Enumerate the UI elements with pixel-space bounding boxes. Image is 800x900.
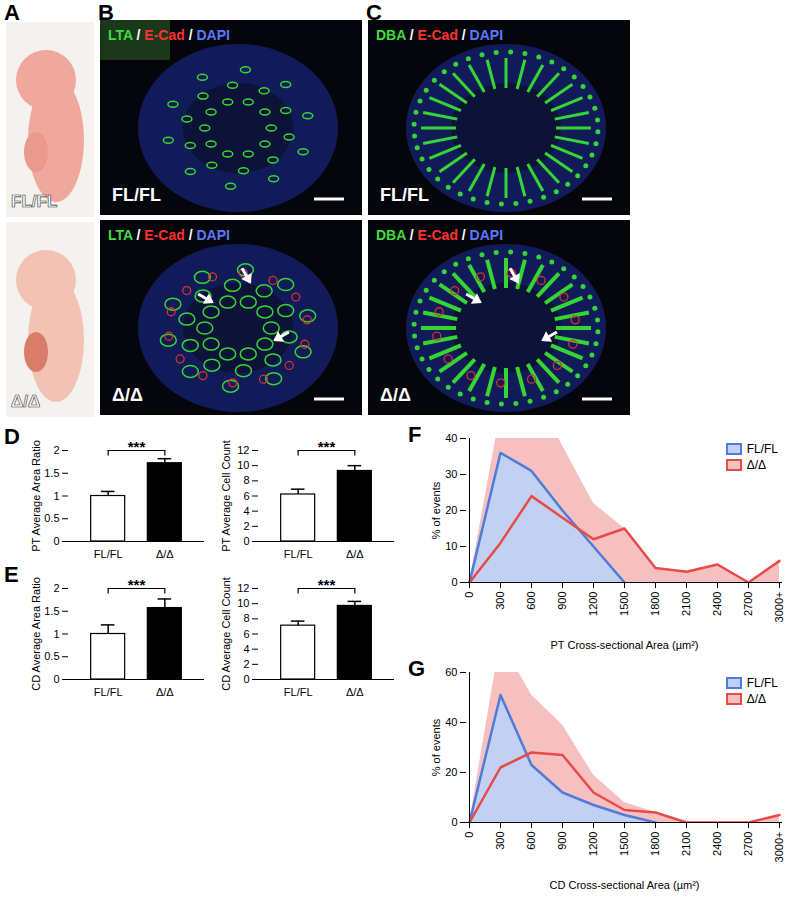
svg-text:Δ/Δ: Δ/Δ [156,686,174,698]
html-text:Δ/Δ: Δ/Δ [746,692,766,706]
svg-text:FL/FL: FL/FL [11,192,57,211]
svg-text:8: 8 [243,474,249,486]
svg-text:20: 20 [445,504,457,516]
svg-text:2100: 2100 [680,832,692,856]
html-text:FL/FL: FL/FL [746,442,778,456]
svg-text:0: 0 [53,673,59,685]
svg-text:***: *** [318,438,336,455]
svg-text:900: 900 [556,592,568,610]
svg-text:2: 2 [243,658,249,670]
svg-text:10: 10 [445,540,457,552]
svg-text:10: 10 [237,597,249,609]
svg-text:PT Cross-sectional Area (µm²): PT Cross-sectional Area (µm²) [551,639,699,651]
svg-text:Δ/Δ: Δ/Δ [346,548,364,560]
svg-text:600: 600 [525,592,537,610]
svg-text:1800: 1800 [649,832,661,856]
svg-text:4: 4 [243,505,249,517]
svg-text:2700: 2700 [742,832,754,856]
svg-text:% of events: % of events [430,718,442,776]
svg-text:1200: 1200 [587,832,599,856]
svg-text:0: 0 [243,673,249,685]
html-text:B: B [98,0,114,25]
svg-text:FL/FL: FL/FL [284,686,313,698]
svg-text:0: 0 [53,535,59,547]
svg-text:FL/FL: FL/FL [112,185,161,205]
svg-text:CD Average Area Ratio: CD Average Area Ratio [30,577,42,691]
svg-text:2100: 2100 [680,592,692,616]
svg-text:2700: 2700 [742,592,754,616]
svg-text:1500: 1500 [618,592,630,616]
svg-text:DBA / E-Cad / DAPI: DBA / E-Cad / DAPI [376,227,503,243]
svg-text:FL/FL: FL/FL [380,185,429,205]
svg-text:Δ/Δ: Δ/Δ [156,548,174,560]
svg-text:2: 2 [243,520,249,532]
svg-text:0.5: 0.5 [44,512,59,524]
html-text:A: A [4,0,20,25]
svg-text:0.5: 0.5 [44,650,59,662]
svg-text:20: 20 [445,766,457,778]
svg-text:300: 300 [494,592,506,610]
svg-text:1500: 1500 [618,832,630,856]
svg-text:FL/FL: FL/FL [284,548,313,560]
svg-text:Δ/Δ: Δ/Δ [112,385,143,405]
html-text:F: F [408,422,422,447]
svg-text:1.5: 1.5 [44,467,59,479]
svg-text:0: 0 [451,576,457,588]
svg-text:300: 300 [494,832,506,850]
svg-text:1.5: 1.5 [44,605,59,617]
svg-text:3000+: 3000+ [773,832,785,863]
svg-text:12: 12 [237,444,249,456]
svg-text:600: 600 [525,832,537,850]
svg-text:10: 10 [237,459,249,471]
svg-text:LTA / E-Cad / DAPI: LTA / E-Cad / DAPI [108,27,230,43]
svg-text:FL/FL: FL/FL [94,548,123,560]
svg-text:40: 40 [445,716,457,728]
svg-text:6: 6 [243,628,249,640]
svg-text:CD Cross-sectional Area (µm²): CD Cross-sectional Area (µm²) [550,879,700,891]
svg-text:1200: 1200 [587,592,599,616]
svg-text:DBA / E-Cad / DAPI: DBA / E-Cad / DAPI [376,27,503,43]
svg-text:900: 900 [556,832,568,850]
svg-text:8: 8 [243,612,249,624]
svg-text:Δ/Δ: Δ/Δ [346,686,364,698]
svg-text:2: 2 [53,444,59,456]
svg-text:0: 0 [243,535,249,547]
svg-text:1: 1 [53,628,59,640]
html-text:G: G [408,656,426,681]
svg-text:6: 6 [243,490,249,502]
svg-text:0: 0 [463,832,475,838]
svg-text:FL/FL: FL/FL [94,686,123,698]
svg-text:60: 60 [445,666,457,678]
svg-text:2: 2 [53,582,59,594]
html-text:FL/FL: FL/FL [746,676,778,690]
svg-text:Δ/Δ: Δ/Δ [11,392,40,411]
svg-text:12: 12 [237,582,249,594]
svg-text:PT Average Cell Count: PT Average Cell Count [220,440,232,552]
html-text:C: C [366,0,382,25]
html-text:E: E [4,562,19,587]
svg-text:LTA / E-Cad / DAPI: LTA / E-Cad / DAPI [108,227,230,243]
html-text:Δ/Δ: Δ/Δ [746,458,766,472]
svg-text:CD Average Cell Count: CD Average Cell Count [220,577,232,691]
svg-text:0: 0 [451,816,457,828]
svg-text:2400: 2400 [711,832,723,856]
svg-text:% of events: % of events [430,481,442,539]
svg-text:0: 0 [463,592,475,598]
svg-text:***: *** [128,576,146,593]
html-text:D: D [4,424,20,449]
svg-text:***: *** [128,438,146,455]
svg-text:1800: 1800 [649,592,661,616]
svg-text:4: 4 [243,643,249,655]
svg-text:40: 40 [445,432,457,444]
svg-text:2400: 2400 [711,592,723,616]
svg-text:30: 30 [445,468,457,480]
svg-text:3000+: 3000+ [773,592,785,623]
svg-text:1: 1 [53,490,59,502]
svg-text:Δ/Δ: Δ/Δ [380,385,411,405]
svg-text:PT Average Area Ratio: PT Average Area Ratio [30,440,42,552]
svg-text:***: *** [318,576,336,593]
